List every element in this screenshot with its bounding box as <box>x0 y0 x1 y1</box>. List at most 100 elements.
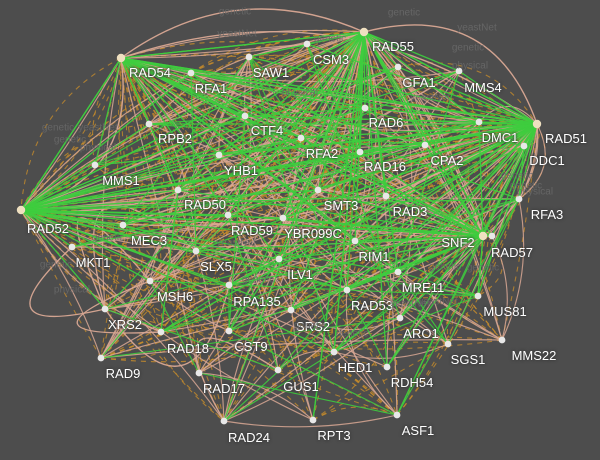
graph-node-rim1[interactable] <box>351 237 359 245</box>
graph-node-rad17[interactable] <box>195 369 203 377</box>
graph-edge <box>177 31 365 191</box>
graph-edge <box>290 309 401 331</box>
graph-node-ybr099c[interactable] <box>279 214 287 222</box>
graph-node-mms1[interactable] <box>91 161 99 169</box>
graph-edge <box>20 185 387 211</box>
graph-node-aro1[interactable] <box>396 314 404 322</box>
graph-node-mec3[interactable] <box>119 221 127 229</box>
graph-edge <box>396 198 520 416</box>
graph-edge <box>190 72 246 117</box>
graph-node-rad54[interactable] <box>116 53 126 63</box>
graph-node-rfa2[interactable] <box>297 134 305 142</box>
graph-edge <box>385 195 484 237</box>
graph-edge <box>346 123 538 291</box>
graph-edge <box>458 70 491 297</box>
graph-node-slx5[interactable] <box>192 247 200 255</box>
graph-edge <box>149 280 230 332</box>
graph-node-dmc1[interactable] <box>475 118 483 126</box>
graph-node-rad51[interactable] <box>532 119 542 129</box>
graph-node-mms22[interactable] <box>498 336 506 344</box>
graph-node-rfa3[interactable] <box>515 195 523 203</box>
graph-edge <box>248 56 348 291</box>
graph-edge <box>290 123 538 311</box>
graph-edge <box>248 56 538 125</box>
graph-node-mus81[interactable] <box>474 292 482 300</box>
graph-node-rad52[interactable] <box>16 205 26 215</box>
graph-edge <box>120 57 426 146</box>
graph-edge <box>364 107 538 125</box>
graph-node-ctf4[interactable] <box>241 112 249 120</box>
graph-edge <box>363 31 460 72</box>
graph-node-rad3[interactable] <box>382 192 390 200</box>
graph-node-cst9[interactable] <box>225 327 233 335</box>
graph-edge <box>20 209 106 310</box>
graph-edge <box>195 235 484 252</box>
graph-node-hed1[interactable] <box>330 348 338 356</box>
graph-edge <box>333 31 365 353</box>
graph-node-rpb2[interactable] <box>145 120 153 128</box>
graph-edge <box>100 317 401 359</box>
graph-edge <box>148 107 366 125</box>
graph-node-csm3[interactable] <box>303 40 311 48</box>
graph-node-rfa1[interactable] <box>187 69 195 77</box>
graph-edge <box>20 70 460 211</box>
graph-edge <box>243 115 314 421</box>
graph-node-asf1[interactable] <box>393 411 401 419</box>
graph-node-rad53[interactable] <box>343 286 351 294</box>
graph-edge <box>223 235 484 422</box>
graph-node-saw1[interactable] <box>245 53 253 61</box>
graph-edge <box>195 250 225 422</box>
graph-edge <box>120 57 399 273</box>
graph-edge <box>359 121 480 153</box>
graph-node-rad55[interactable] <box>359 27 369 37</box>
graph-edge <box>396 145 525 416</box>
graph-edge <box>518 123 538 200</box>
graph-node-snf2[interactable] <box>478 231 488 241</box>
graph-node-xrs2[interactable] <box>101 305 109 313</box>
graph-node-rad6[interactable] <box>361 104 369 112</box>
graph-node-smt3[interactable] <box>314 186 322 194</box>
graph-edge <box>195 66 399 252</box>
graph-edge <box>397 271 479 297</box>
graph-node-cpa2[interactable] <box>421 141 429 149</box>
graph-node-mkt1[interactable] <box>68 243 76 251</box>
graph-node-mre11[interactable] <box>394 268 402 276</box>
graph-edge <box>20 209 493 238</box>
graph-edge <box>228 217 284 332</box>
graph-node-rpa135[interactable] <box>225 281 233 289</box>
graph-node-ddc1[interactable] <box>520 142 528 150</box>
graph-edge <box>120 57 229 216</box>
graph-node-yhb1[interactable] <box>215 151 223 159</box>
graph-edge <box>228 258 280 332</box>
graph-edge <box>20 209 398 416</box>
graph-edge <box>122 224 200 374</box>
node-group[interactable] <box>16 27 542 425</box>
graph-edge <box>149 195 387 282</box>
graph-node-gfa1[interactable] <box>394 63 402 71</box>
graph-edge <box>227 214 279 371</box>
graph-node-msh6[interactable] <box>146 277 154 285</box>
graph-edge <box>149 31 365 282</box>
graph-edge <box>228 330 398 416</box>
graph-node-rad59[interactable] <box>224 211 232 219</box>
graph-node-rad18[interactable] <box>157 328 165 336</box>
graph-edge <box>363 31 479 297</box>
graph-node-ilv1[interactable] <box>275 255 283 263</box>
graph-node-rad24[interactable] <box>220 417 228 425</box>
graph-edge <box>149 123 538 282</box>
graph-node-gus1[interactable] <box>274 366 282 374</box>
graph-edge <box>100 284 230 360</box>
graph-node-srs2[interactable] <box>287 306 295 314</box>
graph-node-rad57[interactable] <box>488 232 496 240</box>
graph-node-rdh54[interactable] <box>383 363 391 371</box>
graph-edge <box>20 115 246 211</box>
graph-node-sgs1[interactable] <box>444 340 452 348</box>
graph-node-rad9[interactable] <box>97 354 105 362</box>
graph-node-mms4[interactable] <box>455 67 463 75</box>
graph-node-rad16[interactable] <box>356 148 364 156</box>
graph-edge <box>120 31 365 59</box>
graph-edge <box>100 31 365 359</box>
graph-node-rad50[interactable] <box>174 186 182 194</box>
graph-node-rpt3[interactable] <box>309 416 317 424</box>
